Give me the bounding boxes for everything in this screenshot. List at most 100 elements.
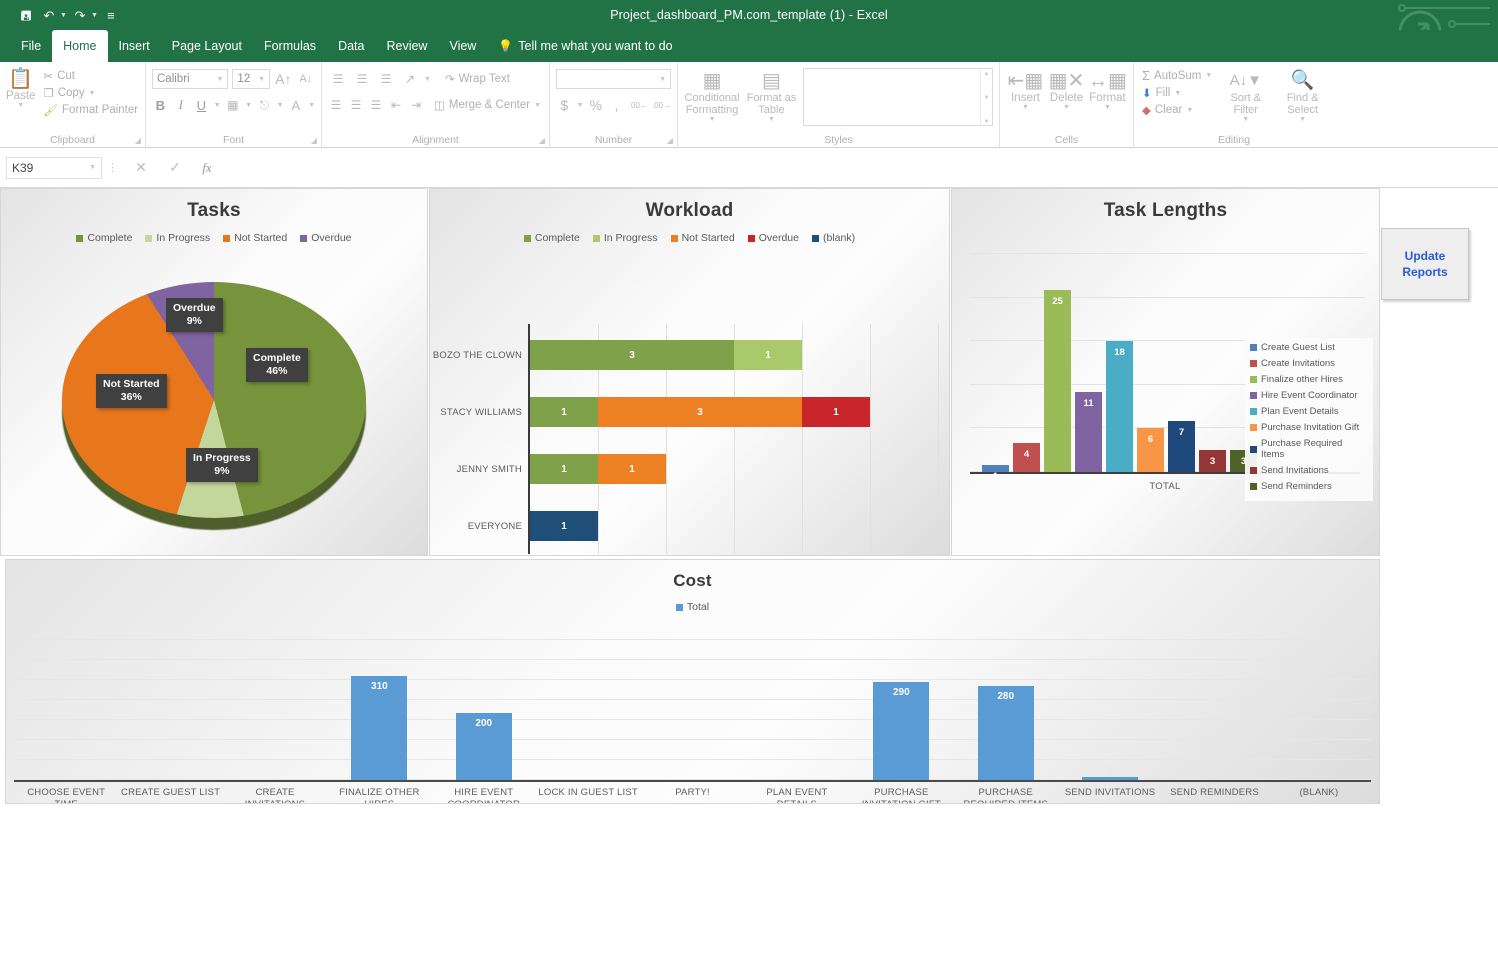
task-lengths-bar[interactable]: 6 <box>1137 428 1164 472</box>
task-lengths-bar[interactable]: 3 <box>1199 450 1226 472</box>
find-select-button[interactable]: 🔍 Find & Select ▼ <box>1286 70 1319 123</box>
alignment-dialog-launcher-icon[interactable]: ◢ <box>538 136 545 145</box>
clear-button[interactable]: ◆ Clear ▼ <box>1142 104 1194 117</box>
cost-bar[interactable]: 200 <box>455 712 512 780</box>
cancel-formula-button[interactable]: ✕ <box>135 159 147 175</box>
orientation-icon[interactable]: ↗ <box>404 72 416 86</box>
cost-bars[interactable]: 310 200 290 280 5 <box>14 617 1371 780</box>
grow-font-button[interactable]: A↑ <box>275 71 292 87</box>
number-format-caret-icon[interactable]: ▼ <box>659 75 666 83</box>
clear-caret-icon[interactable]: ▼ <box>1186 106 1194 114</box>
align-left-icon[interactable]: ☰ <box>330 98 342 112</box>
workload-bar-segment[interactable]: 1 <box>530 397 598 427</box>
format-cells-button[interactable]: ↔▦ Format ▼ <box>1088 70 1127 111</box>
increase-indent-icon[interactable]: ⇥ <box>410 98 422 112</box>
legend-item-task-length[interactable]: Send Invitations <box>1250 465 1368 476</box>
legend-task-lengths[interactable]: Create Guest List Create Invitations Final… <box>1245 338 1373 501</box>
format-as-table-caret-icon[interactable]: ▼ <box>767 116 775 123</box>
insert-cells-button[interactable]: ⇤▦ Insert ▼ <box>1007 70 1044 111</box>
update-reports-button[interactable]: Update Reports <box>1381 228 1469 300</box>
enter-formula-button[interactable]: ✓ <box>169 159 181 175</box>
task-lengths-bars[interactable]: 1 4 25 11 18 6 7 3 3 <box>982 290 1257 482</box>
wrap-text-button[interactable]: ↷ Wrap Text <box>444 73 510 86</box>
task-lengths-bar[interactable]: 4 <box>1013 442 1040 472</box>
save-icon[interactable]: 🖪 <box>20 7 32 23</box>
legend-item-complete[interactable]: Complete <box>76 232 132 244</box>
format-painter-button[interactable]: 🖌 Format Painter <box>43 104 139 117</box>
fill-caret-icon[interactable]: ▼ <box>1174 89 1182 97</box>
sort-filter-caret-icon[interactable]: ▼ <box>1242 116 1250 123</box>
borders-icon[interactable]: ▦ <box>227 98 239 112</box>
tab-formulas[interactable]: Formulas <box>263 39 317 53</box>
number-format-select[interactable]: ▼ <box>556 69 671 89</box>
tell-me-search[interactable]: 💡 Tell me what you want to do <box>487 30 683 62</box>
gallery-down-icon[interactable]: ▼ <box>983 95 990 101</box>
ribbon-tab-bar[interactable]: File Home Insert Page Layout Formulas Da… <box>0 30 1498 62</box>
legend-item-in-progress[interactable]: In Progress <box>145 232 210 244</box>
legend-item-wl-in-progress[interactable]: In Progress <box>592 232 658 244</box>
chart-task-lengths[interactable]: Task Lengths 1 4 25 11 18 6 7 3 3 TOTAL Create G… <box>951 188 1380 556</box>
legend-item-task-length[interactable]: Plan Event Details <box>1250 406 1368 417</box>
font-color-caret-icon[interactable]: ▼ <box>308 101 316 109</box>
workload-bar-segment[interactable]: 3 <box>530 340 734 370</box>
format-caret-icon[interactable]: ▼ <box>1104 104 1111 111</box>
align-right-icon[interactable]: ☰ <box>370 98 382 112</box>
conditional-formatting-caret-icon[interactable]: ▼ <box>708 116 716 123</box>
legend-item-not-started[interactable]: Not Started <box>223 232 287 244</box>
bold-button[interactable]: B <box>155 97 165 113</box>
cell-styles-gallery[interactable]: ▲ ▼ ▼ <box>802 68 993 127</box>
clipboard-dialog-launcher-icon[interactable]: ◢ <box>134 136 141 145</box>
workload-stacked-bar[interactable]: 1 <box>530 511 598 541</box>
legend-item-wl-complete[interactable]: Complete <box>523 232 580 244</box>
legend-item-task-length[interactable]: Create Invitations <box>1250 358 1368 369</box>
copy-caret-icon[interactable]: ▼ <box>88 89 96 97</box>
legend-item-overdue[interactable]: Overdue <box>300 232 352 244</box>
cost-bar[interactable]: 5 <box>1082 764 1139 780</box>
workload-bar-segment[interactable]: 1 <box>598 454 666 484</box>
cut-button[interactable]: ✂ Cut <box>43 70 75 83</box>
fill-color-caret-icon[interactable]: ▼ <box>276 101 284 109</box>
legend-item-task-length[interactable]: Purchase Required Items <box>1250 438 1368 460</box>
format-as-table-button[interactable]: ▤ Format as Table ▼ <box>746 70 797 123</box>
formula-bar-handle[interactable]: ⋮ <box>107 162 119 174</box>
chart-tasks[interactable]: Tasks Complete In Progress Not Started O… <box>0 188 428 556</box>
cost-bar[interactable]: 310 <box>351 675 408 780</box>
underline-button[interactable]: U <box>196 97 207 113</box>
tab-insert[interactable]: Insert <box>118 39 150 53</box>
task-lengths-bar[interactable]: 18 <box>1106 341 1133 472</box>
tab-view[interactable]: View <box>449 39 477 53</box>
delete-cells-button[interactable]: ▦✕ Delete ▼ <box>1048 70 1085 111</box>
comma-format-icon[interactable]: , <box>614 97 619 113</box>
copy-button[interactable]: ❐ Copy ▼ <box>43 87 96 100</box>
fill-button[interactable]: ⬇ Fill ▼ <box>1142 87 1182 100</box>
currency-caret-icon[interactable]: ▼ <box>576 101 584 109</box>
undo-icon[interactable]: ↶ <box>43 7 55 23</box>
legend-item-task-length[interactable]: Send Reminders <box>1250 481 1368 492</box>
workload-bar-segment[interactable]: 1 <box>530 454 598 484</box>
font-dialog-launcher-icon[interactable]: ◢ <box>310 136 317 145</box>
delete-caret-icon[interactable]: ▼ <box>1063 104 1070 111</box>
workload-bar-segment[interactable]: 1 <box>802 397 870 427</box>
gallery-more-icon[interactable]: ▼ <box>983 119 990 125</box>
redo-icon[interactable]: ↷ <box>74 7 86 23</box>
increase-decimal-icon[interactable]: .00← <box>628 100 648 110</box>
workload-bar-segment[interactable]: 3 <box>598 397 802 427</box>
redo-caret-icon[interactable]: ▼ <box>90 11 98 19</box>
tab-review[interactable]: Review <box>386 39 428 53</box>
task-lengths-bar[interactable]: 25 <box>1044 290 1071 472</box>
font-color-icon[interactable]: A <box>291 97 301 113</box>
decrease-indent-icon[interactable]: ⇤ <box>390 98 402 112</box>
legend-item-cost-total[interactable]: Total <box>675 601 709 613</box>
number-dialog-launcher-icon[interactable]: ◢ <box>666 136 673 145</box>
undo-caret-icon[interactable]: ▼ <box>60 11 67 19</box>
font-size-caret-icon[interactable]: ▼ <box>258 75 266 83</box>
legend-item-task-length[interactable]: Finalize other Hires <box>1250 374 1368 385</box>
autosum-button[interactable]: Σ AutoSum ▼ <box>1142 68 1213 83</box>
conditional-formatting-button[interactable]: ▦ Conditional Formatting ▼ <box>684 70 740 123</box>
italic-button[interactable]: I <box>178 97 183 112</box>
quick-access-toolbar[interactable]: 🖪 ↶ ▼ ↷ ▼ ≡ <box>0 5 121 25</box>
orientation-caret-icon[interactable]: ▼ <box>424 75 431 83</box>
